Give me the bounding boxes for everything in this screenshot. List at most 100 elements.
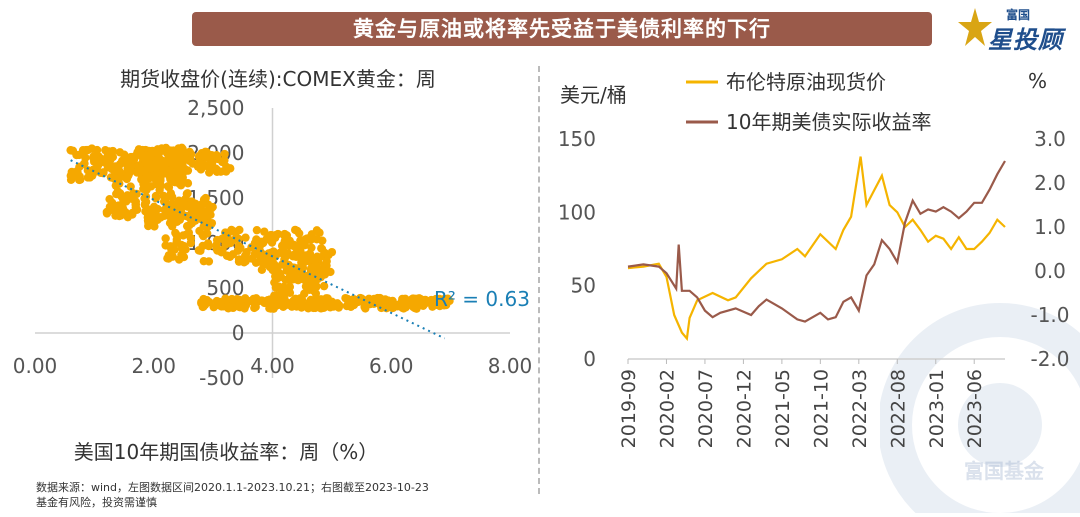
x-tick-label: 2023-06 <box>964 369 986 448</box>
scatter-point <box>146 149 156 158</box>
scatter-point <box>228 250 238 259</box>
scatter-point <box>270 278 279 287</box>
scatter-point <box>431 294 441 304</box>
scatter-point <box>428 302 437 311</box>
scatter-point <box>220 149 229 159</box>
oil-yield-line-chart: 美元/桶 % 布伦特原油现货价 10年期美债实际收益率 0 50 100 150 -2… <box>558 69 1070 448</box>
scatter-point <box>282 266 291 275</box>
scatter-point <box>75 175 85 184</box>
scatter-point <box>172 235 182 244</box>
scatter-point <box>151 194 161 203</box>
scatter-point <box>186 238 196 248</box>
scatter-point <box>162 148 172 158</box>
scatter-point <box>220 156 229 165</box>
legend-label-real-yield: 10年期美债实际收益率 <box>726 110 931 134</box>
scatter-point <box>111 211 120 220</box>
scatter-point <box>195 151 204 161</box>
scatter-point <box>213 154 222 164</box>
scatter-point <box>103 152 113 162</box>
scatter-point <box>241 233 250 242</box>
scatter-point <box>178 175 187 184</box>
scatter-point <box>115 160 125 169</box>
logo-big-text: 星投顾 <box>988 26 1063 54</box>
x-tick-label: 2020-07 <box>695 369 717 448</box>
x-tick-label: 2021-05 <box>772 369 794 448</box>
scatter-point <box>273 229 283 239</box>
scatter-point <box>306 235 315 245</box>
scatter-point <box>142 156 151 165</box>
x-tick-label: 2019-09 <box>618 369 640 448</box>
scatter-point <box>203 239 213 248</box>
scatter-point <box>281 300 290 310</box>
scatter-point <box>124 163 133 172</box>
scatter-point <box>97 154 106 164</box>
scatter-point <box>323 294 332 303</box>
scatter-point <box>289 240 298 250</box>
scatter-point <box>187 197 197 206</box>
scatter-point <box>81 153 90 162</box>
right-y-tick-label: 2.0 <box>1034 171 1066 195</box>
right-y-tick-label: 1.0 <box>1034 215 1066 239</box>
scatter-point <box>163 254 172 263</box>
scatter-point <box>202 218 212 227</box>
scatter-point <box>416 296 426 306</box>
scatter-point <box>231 228 240 237</box>
scatter-point <box>182 221 192 231</box>
y-tick-label: -500 <box>199 366 244 390</box>
watermark: 富国基金 <box>878 285 1080 517</box>
scatter-point <box>66 171 75 180</box>
scatter-point <box>92 145 102 155</box>
scatter-point <box>250 303 259 313</box>
scatter-point <box>204 150 214 160</box>
scatter-point <box>139 179 148 189</box>
watermark-emblem-icon <box>878 303 1080 517</box>
scatter-point <box>195 161 205 170</box>
scatter-point <box>213 246 222 255</box>
scatter-point <box>263 250 272 259</box>
x-tick-labels: 2019-09 2020-02 2020-07 2020-12 2021-05 2021-… <box>618 359 986 448</box>
y-tick-label: 2,500 <box>187 96 244 120</box>
scatter-point <box>177 244 187 253</box>
scatter-point <box>257 296 266 305</box>
scatter-point <box>234 234 243 243</box>
scatter-point <box>409 299 418 308</box>
scatter-point <box>166 189 176 198</box>
scatter-point <box>285 288 295 298</box>
series-line-real-yield <box>627 160 1006 323</box>
scatter-point <box>388 296 397 306</box>
scatter-point <box>181 154 190 164</box>
scatter-point <box>252 225 262 235</box>
scatter-point <box>161 234 170 243</box>
scatter-point <box>260 227 269 236</box>
scatter-point <box>251 258 261 267</box>
scatter-point <box>221 294 230 303</box>
scatter-point <box>105 194 114 204</box>
scatter-point <box>236 243 245 253</box>
left-y-tick-label: 50 <box>571 274 596 298</box>
x-tick-label: 2.00 <box>131 354 176 378</box>
scatter-point <box>74 150 84 160</box>
scatter-point <box>326 303 335 312</box>
scatter-point <box>166 242 175 251</box>
risk-disclaimer: 基金有风险，投资需谨慎 <box>36 496 157 509</box>
scatter-point <box>235 302 245 312</box>
scatter-point <box>226 164 235 173</box>
series-line-brent <box>627 156 1006 342</box>
left-y-tick-label: 100 <box>558 200 596 224</box>
scatter-point <box>309 255 319 264</box>
scatter-point <box>440 299 450 308</box>
scatter-point <box>168 173 177 182</box>
legend-label-brent: 布伦特原油现货价 <box>726 70 886 94</box>
scatter-point <box>90 156 99 165</box>
scatter-point <box>126 182 135 191</box>
x-tick-label: 2020-12 <box>733 369 755 448</box>
scatter-point <box>202 229 212 238</box>
scatter-point <box>205 168 214 177</box>
scatter-point <box>188 205 198 214</box>
scatter-point <box>276 248 285 257</box>
x-tick-label: 2023-01 <box>926 369 948 448</box>
scatter-point <box>318 236 327 245</box>
scatter-point <box>300 240 310 250</box>
scatter-point <box>226 238 235 248</box>
x-tick-label: 6.00 <box>369 354 414 378</box>
